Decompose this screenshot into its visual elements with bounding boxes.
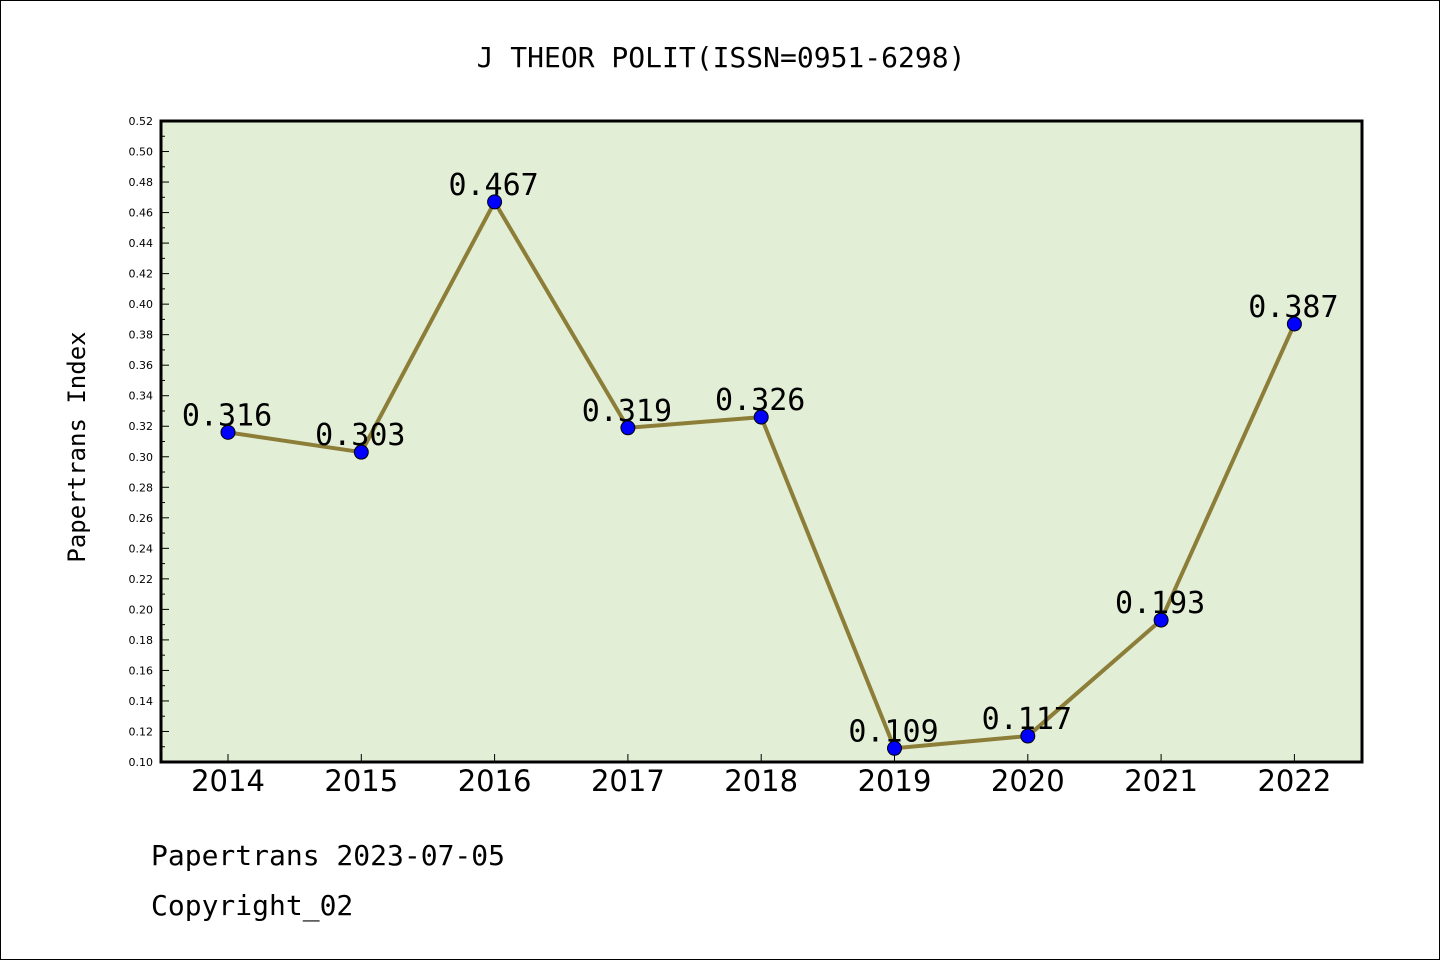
data-point-marker <box>1020 728 1036 744</box>
y-tick-label: 0.52 <box>129 115 154 128</box>
data-label: 0.387 <box>1248 290 1338 325</box>
y-tick-label: 0.26 <box>129 512 154 525</box>
x-tick-label: 2015 <box>324 764 398 798</box>
y-tick-label: 0.24 <box>129 542 154 555</box>
data-point-marker <box>487 194 503 210</box>
data-point-marker <box>620 420 636 436</box>
data-labels: 0.316 0.303 0.467 0.319 0.326 0.109 0.117 0.193… <box>182 168 1339 749</box>
x-tick-label: 2016 <box>458 764 532 798</box>
y-tick-label: 0.16 <box>129 664 154 677</box>
data-label: 0.117 <box>982 702 1072 737</box>
y-tick-label: 0.50 <box>129 146 154 159</box>
y-axis-label: Papertrans Index <box>63 331 91 562</box>
data-label: 0.109 <box>848 714 938 749</box>
plot-border <box>159 119 1364 764</box>
chart-title: J THEOR POLIT(ISSN=0951-6298) <box>477 41 966 74</box>
y-tick-label: 0.46 <box>129 207 154 220</box>
data-point-marker <box>887 740 902 756</box>
x-tick-label: 2021 <box>1124 764 1198 798</box>
data-label: 0.467 <box>448 168 538 203</box>
data-point-marker <box>1153 612 1169 628</box>
footer-copyright: Copyright_02 <box>151 889 353 923</box>
y-tick-label: 0.44 <box>129 237 154 250</box>
y-axis: 0.10 0.12 0.14 0.16 0.18 0.20 0.22 0.24 0.26 0.28… <box>129 115 169 769</box>
y-tick-label: 0.28 <box>129 481 154 494</box>
y-tick-label: 0.10 <box>129 756 154 769</box>
data-label: 0.316 <box>182 398 272 433</box>
data-point-marker <box>353 444 369 460</box>
x-tick-label: 2014 <box>191 764 265 798</box>
y-tick-label: 0.20 <box>129 603 154 616</box>
y-tick-label: 0.40 <box>129 298 154 311</box>
y-tick-label: 0.14 <box>129 695 154 708</box>
y-tick-label: 0.38 <box>129 329 154 342</box>
x-tick-label: 2020 <box>991 764 1065 798</box>
data-label: 0.193 <box>1115 586 1205 621</box>
data-point-marker <box>220 424 236 440</box>
data-point-marker <box>1286 316 1302 332</box>
y-tick-label: 0.48 <box>129 176 154 189</box>
data-point-marker <box>753 409 769 425</box>
data-label: 0.326 <box>715 383 805 418</box>
x-tick-label: 2018 <box>724 764 798 798</box>
x-tick-label: 2019 <box>858 764 932 798</box>
y-tick-label: 0.32 <box>129 420 154 433</box>
x-tick-label: 2017 <box>591 764 665 798</box>
footer-date: Papertrans 2023-07-05 <box>151 839 505 872</box>
y-tick-label: 0.36 <box>129 359 154 372</box>
y-tick-label: 0.42 <box>129 268 154 281</box>
data-label: 0.319 <box>582 394 672 429</box>
y-tick-label: 0.34 <box>129 390 154 403</box>
y-tick-label: 0.30 <box>129 451 154 464</box>
x-tick-label: 2022 <box>1257 764 1331 798</box>
y-tick-label: 0.22 <box>129 573 154 586</box>
y-tick-label: 0.12 <box>129 725 154 738</box>
y-tick-label: 0.18 <box>129 634 154 647</box>
x-axis: 2014 2015 2016 2017 2018 2019 2020 2021 2022 <box>191 754 1331 798</box>
data-label: 0.303 <box>315 418 405 453</box>
data-points <box>220 194 1302 756</box>
plot-area <box>161 121 1362 762</box>
